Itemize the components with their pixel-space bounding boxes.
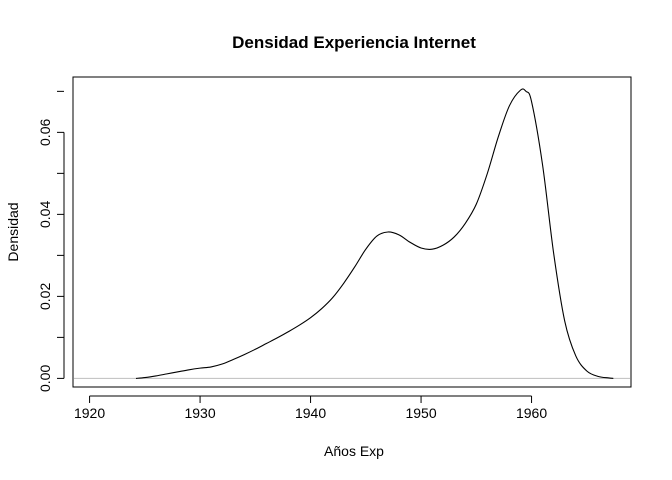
x-tick-label: 1950 <box>405 405 436 421</box>
x-axis: 1920 1930 1940 1950 1960 <box>74 395 547 421</box>
x-tick-label: 1940 <box>295 405 326 421</box>
y-axis: 0.00 0.02 0.04 0.06 <box>37 90 65 392</box>
y-axis-label: Densidad <box>5 202 21 261</box>
y-tick-label: 0.00 <box>37 365 53 392</box>
x-tick-label: 1960 <box>516 405 547 421</box>
x-tick-label: 1930 <box>184 405 215 421</box>
x-axis-label: Años Exp <box>324 443 384 459</box>
y-tick-label: 0.04 <box>37 201 53 228</box>
chart-title: Densidad Experiencia Internet <box>232 33 476 52</box>
y-tick-label: 0.02 <box>37 283 53 310</box>
density-curve <box>135 88 614 379</box>
x-tick-label: 1920 <box>74 405 105 421</box>
y-tick-label: 0.06 <box>37 119 53 146</box>
plot-frame <box>72 76 632 388</box>
